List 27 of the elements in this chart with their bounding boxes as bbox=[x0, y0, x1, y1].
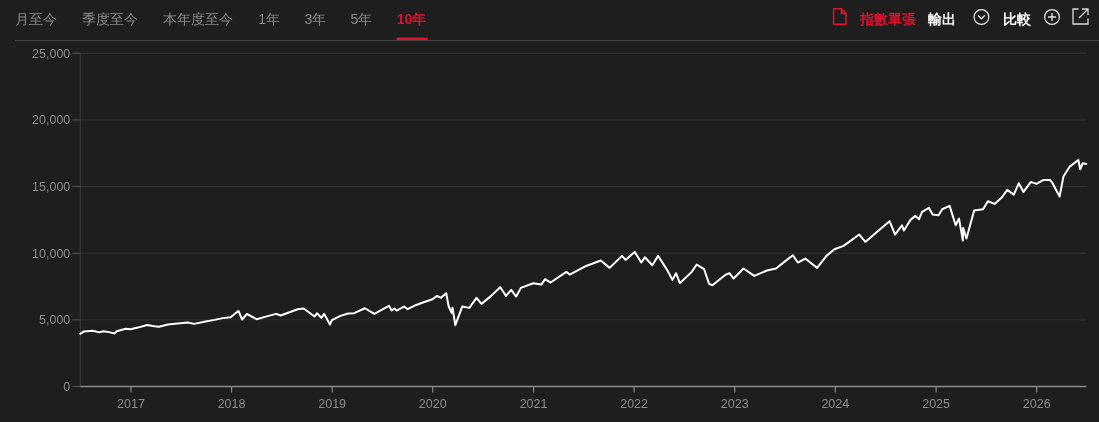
x-tick-label: 2020 bbox=[418, 397, 447, 412]
x-tick-label: 2024 bbox=[821, 397, 850, 412]
text: 1年 bbox=[258, 11, 281, 27]
text: 指數單張 bbox=[858, 11, 917, 27]
text: 比較 bbox=[1003, 11, 1032, 27]
y-tick-label: 20,000 bbox=[32, 113, 71, 128]
x-tick-label: 2022 bbox=[620, 397, 649, 412]
x-tick-label: 2017 bbox=[117, 397, 145, 412]
text: 5年 bbox=[350, 11, 373, 27]
x-tick-label: 2025 bbox=[922, 397, 951, 412]
x-tick-label: 2023 bbox=[720, 397, 749, 412]
x-tick-label: 2021 bbox=[519, 397, 548, 412]
text: 月至今 bbox=[15, 11, 57, 27]
text: 3年 bbox=[304, 11, 327, 27]
text: 10年 bbox=[396, 11, 427, 27]
text: 輸出 bbox=[927, 11, 957, 27]
y-tick-label: 5,000 bbox=[39, 313, 71, 328]
x-tick-label: 2026 bbox=[1022, 397, 1051, 412]
y-tick-label: 0 bbox=[63, 379, 71, 394]
text: 季度至今 bbox=[81, 11, 138, 27]
line-series bbox=[79, 158, 1088, 335]
x-tick-label: 2019 bbox=[318, 397, 347, 412]
y-tick-label: 25,000 bbox=[32, 46, 71, 61]
x-tick-label: 2018 bbox=[217, 397, 246, 412]
text: 本年度至今 bbox=[162, 11, 233, 27]
y-tick-label: 10,000 bbox=[32, 246, 71, 261]
y-tick-label: 15,000 bbox=[32, 179, 71, 194]
